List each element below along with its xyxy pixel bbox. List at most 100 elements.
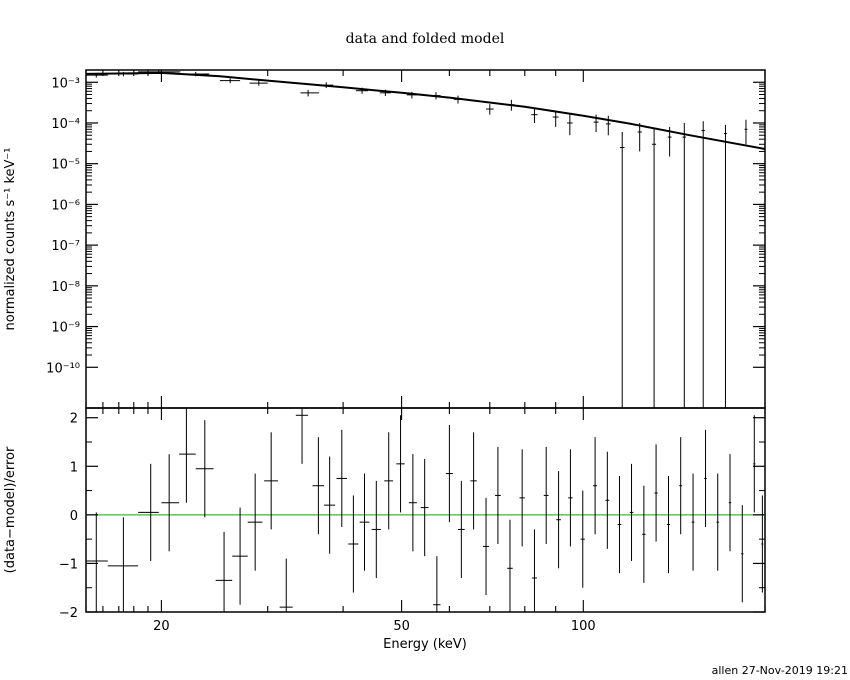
residual-data-point [371, 480, 381, 578]
residual-data-point [312, 437, 325, 535]
residual-data-point [359, 473, 370, 571]
spectrum-data-point [507, 99, 515, 111]
folded-model-line [85, 71, 766, 150]
residual-data-point [761, 495, 764, 593]
residual-data-point [279, 558, 293, 612]
residual-data-point [232, 507, 248, 605]
spectrum-data-point [723, 124, 727, 408]
residual-data-point [531, 529, 537, 612]
residual-data-point [433, 556, 441, 612]
residual-data-point [457, 480, 465, 578]
residual-data-point [195, 420, 214, 518]
residual-data-point [568, 449, 573, 547]
residual-data-point [629, 463, 634, 561]
residual-y-tick-label: 1 [70, 460, 78, 475]
spectrum-data-points [86, 70, 748, 408]
spectrum-data-point [406, 91, 417, 99]
spectrum-data-point [486, 104, 494, 115]
residual-data-point [642, 485, 646, 583]
residual-data-point [494, 446, 501, 544]
spectrum-data-point [319, 82, 334, 89]
spectrum-y-ticks: 10⁻³ 10⁻⁴ 10⁻⁵ 10⁻⁶ 10⁻⁷ 10⁻⁸ 10⁻⁹ 10⁻¹⁰ [46, 69, 765, 376]
residual-data-point [605, 451, 610, 549]
chart-title: data and folded model [346, 31, 505, 47]
spectrum-data-point [682, 122, 687, 408]
spectrum-data-point [619, 132, 625, 408]
residual-y-tick-label: −2 [59, 606, 78, 621]
spectrum-data-point [453, 95, 463, 104]
residual-data-point [396, 415, 405, 513]
residual-data-point [420, 459, 429, 557]
residual-data-point [543, 446, 549, 544]
residual-data-point [507, 519, 513, 612]
spectrum-data-point [431, 92, 441, 100]
x-axis-label: Energy (keV) [383, 637, 467, 652]
spectrum-panel: 10⁻³ 10⁻⁴ 10⁻⁵ 10⁻⁶ 10⁻⁷ 10⁻⁸ 10⁻⁹ 10⁻¹⁰ normal… [3, 69, 766, 409]
residual-data-point [215, 531, 233, 612]
residual-data-point [580, 490, 585, 588]
residual-y-tick-label: 2 [70, 412, 78, 427]
residual-x-ticks: 20 50 100 [85, 408, 766, 634]
residual-data-point [556, 471, 561, 569]
residual-data-point [348, 495, 359, 593]
spectrum-data-point [701, 121, 705, 408]
spectrum-y-tick-label: 10⁻³ [51, 76, 80, 91]
spectrum-data-point [300, 89, 320, 97]
residual-data-point [617, 476, 622, 574]
residual-data-point [753, 415, 756, 513]
timestamp-stamp: allen 27-Nov-2019 19:21 [712, 664, 848, 677]
spectrum-y-tick-label: 10⁻⁵ [51, 158, 80, 173]
residual-data-point [86, 512, 108, 612]
spectrum-y-tick-label: 10⁻⁶ [51, 198, 80, 213]
residual-y-axis-label: (data−model)/error [3, 446, 18, 573]
residual-data-point [470, 432, 477, 530]
spectrum-data-point [86, 72, 108, 78]
spectrum-data-point [637, 122, 642, 152]
residual-y-tick-label: −1 [59, 557, 78, 572]
x-tick-label: 100 [571, 619, 596, 634]
spectrum-data-point [379, 89, 391, 96]
spectrum-data-point [138, 70, 181, 74]
spectrum-y-axis-label: normalized counts s⁻¹ keV⁻¹ [3, 148, 18, 331]
spectrum-y-tick-label: 10⁻⁸ [51, 280, 80, 295]
residual-data-point [704, 429, 707, 527]
spectrum-y-tick-label: 10⁻⁷ [51, 239, 80, 254]
x-tick-label: 20 [153, 619, 170, 634]
spectrum-data-point [219, 78, 241, 84]
residual-data-point [336, 429, 348, 527]
spectrum-y-tick-label: 10⁻⁹ [51, 321, 80, 336]
residual-data-point [593, 437, 598, 535]
residual-data-point [295, 408, 309, 464]
spectrum-data-point [552, 110, 559, 127]
residual-data-point [247, 473, 263, 571]
residual-data-point [264, 432, 278, 530]
residual-y-tick-label: 0 [70, 509, 78, 524]
spectrum-data-point [605, 115, 611, 136]
spectrum-data-point [667, 126, 672, 157]
residual-data-point [179, 408, 196, 503]
residual-data-point [482, 497, 490, 595]
spectrum-data-point [107, 71, 139, 77]
residual-y-ticks: 2 1 0 −1 −2 [59, 412, 765, 621]
spectrum-x-ticks [85, 70, 766, 408]
residual-data-point [519, 449, 525, 547]
residual-data-point [161, 454, 180, 552]
spectrum-data-point [531, 108, 538, 123]
spectrum-data-point [567, 114, 573, 136]
residual-data-point [666, 476, 671, 574]
residual-data-point [408, 454, 417, 552]
residual-data-point [741, 505, 744, 603]
residual-data-point [384, 432, 394, 530]
spectrum-frame [85, 69, 766, 409]
spectrum-y-tick-label: 10⁻⁴ [51, 117, 80, 132]
residual-panel: 2 1 0 −1 −2 20 50 100 (data−model)/error Energ… [3, 407, 766, 652]
residual-data-point [445, 425, 453, 523]
residual-data-points [86, 408, 764, 612]
spectrum-data-point [355, 87, 369, 94]
spectrum-data-point [744, 119, 748, 145]
residual-data-point [679, 437, 683, 535]
residual-frame [85, 407, 766, 613]
residual-data-point [728, 454, 732, 552]
residual-data-point [138, 463, 159, 561]
